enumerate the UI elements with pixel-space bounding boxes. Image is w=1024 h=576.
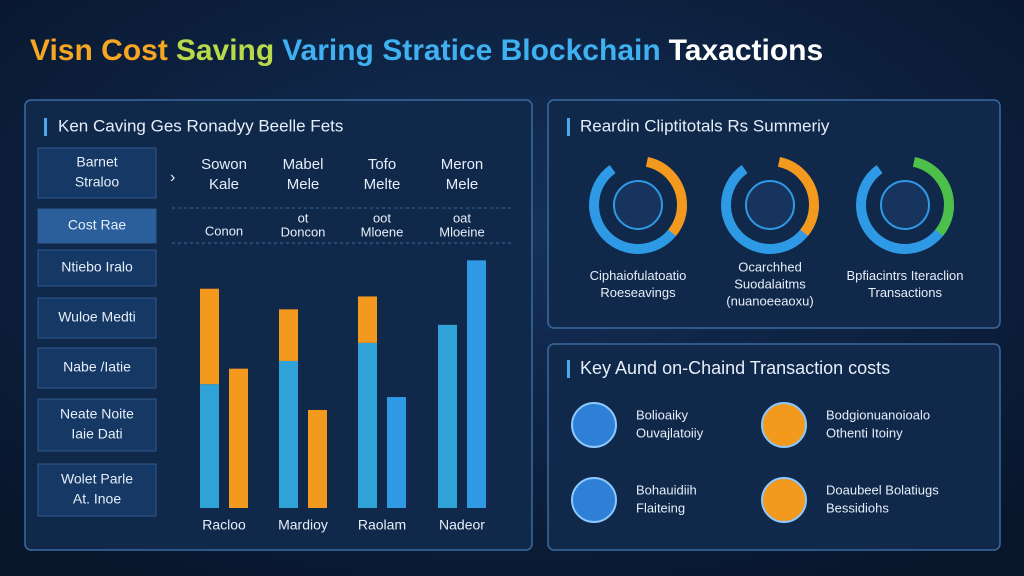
summary-label: Transactions: [868, 285, 942, 300]
bar: [229, 368, 248, 508]
column-subheader: ot: [298, 210, 309, 225]
summary-label: Ocarchhed: [738, 259, 802, 274]
title: Visn Cost Saving Varing Stratice Blockchai…: [30, 34, 823, 67]
left-heading: Ken Caving Ges Ronadyy Beelle Fets: [58, 116, 343, 135]
ring-core: [745, 180, 795, 230]
row-cell: [37, 297, 157, 339]
ring: [589, 156, 687, 254]
key-label: Bohauidiih: [636, 482, 697, 497]
column-subheader: Doncon: [281, 224, 326, 239]
column-header: Tofo: [368, 156, 396, 173]
row-label: Nabe /Iatie: [63, 359, 131, 375]
bar: [438, 324, 457, 508]
key-icon: [761, 477, 807, 523]
row-label: Neate Noite: [60, 406, 134, 422]
bar: [279, 360, 298, 508]
row-label: Cost Rae: [68, 217, 127, 233]
key-label: Othenti Itoiny: [826, 425, 903, 440]
key-icon: [571, 477, 617, 523]
bar: [358, 342, 377, 508]
row-cell: [37, 398, 157, 452]
ring-core: [880, 180, 930, 230]
ring-core: [613, 180, 663, 230]
row-cell: [37, 208, 157, 244]
title-part: Varing Stratice Blockchain: [282, 34, 660, 67]
ring: [721, 156, 819, 254]
ring: [856, 156, 954, 254]
summary-label: Bpfiacintrs Iteraclion: [846, 268, 963, 283]
x-tick-label: Raolam: [358, 517, 406, 533]
column-subheader: Conon: [205, 223, 243, 238]
column-header: Mele: [446, 176, 479, 193]
column-subheader: oot: [373, 210, 391, 225]
bar: [358, 296, 377, 343]
x-tick-label: Nadeor: [439, 517, 485, 533]
summary-label: Suodalaitms: [734, 276, 806, 291]
bar: [387, 397, 406, 508]
summary-label: Ciphaiofulatoatio: [590, 268, 687, 283]
accent: [44, 118, 47, 136]
column-subheader: Mloeine: [439, 224, 485, 239]
key-label: Bolioaiky: [636, 407, 689, 422]
summary-label: Roeseavings: [600, 285, 676, 300]
row-label: Barnet: [76, 154, 117, 170]
column-header: Kale: [209, 176, 239, 193]
row-cell: [37, 147, 157, 199]
accent: [567, 360, 570, 378]
column-header: Sowon: [201, 156, 247, 173]
key-icon: [571, 402, 617, 448]
column-subheader: Mloene: [361, 224, 404, 239]
column-header: Mabel: [283, 156, 324, 173]
key-panel: [547, 343, 1001, 551]
bar: [467, 260, 486, 508]
key-label: Bodgionuanoioalo: [826, 407, 930, 422]
x-tick-label: Mardioy: [278, 517, 328, 533]
row-label: Wuloe Medti: [58, 309, 136, 325]
row-cell: [37, 463, 157, 517]
row-label: Straloo: [75, 174, 120, 190]
row-label: Iaie Dati: [71, 426, 122, 442]
row-label: Ntiebo Iralo: [61, 259, 133, 275]
summary-label: (nuanoeeaoxu): [726, 293, 813, 308]
row-cell: [37, 347, 157, 389]
bar: [279, 309, 298, 361]
row-label: Wolet Parle: [61, 471, 133, 487]
title-part: Taxactions: [669, 34, 824, 67]
row-cell: [37, 249, 157, 287]
column-header: Mele: [287, 176, 320, 193]
column-subheader: oat: [453, 210, 471, 225]
key-heading: Key Aund on-Chaind Transaction costs: [580, 358, 890, 378]
key-icon: [761, 402, 807, 448]
key-label: Doaubeel Bolatiugs: [826, 482, 939, 497]
column-header: Meron: [441, 156, 484, 173]
key-label: Flaiteing: [636, 500, 685, 515]
bar: [200, 288, 219, 385]
summary-heading: Reardin Cliptitotals Rs Summeriy: [580, 116, 830, 135]
key-label: Ouvajlatoiiy: [636, 425, 704, 440]
title-part: Visn Cost: [30, 34, 168, 67]
column-header: Melte: [364, 176, 401, 193]
accent: [567, 118, 570, 136]
bar: [308, 409, 327, 508]
title-part: Saving: [176, 34, 274, 67]
bar: [200, 384, 219, 508]
arrow: ›: [170, 169, 175, 186]
row-label: At. Inoe: [73, 491, 121, 507]
key-label: Bessidiohs: [826, 500, 889, 515]
x-tick-label: Racloo: [202, 517, 246, 533]
